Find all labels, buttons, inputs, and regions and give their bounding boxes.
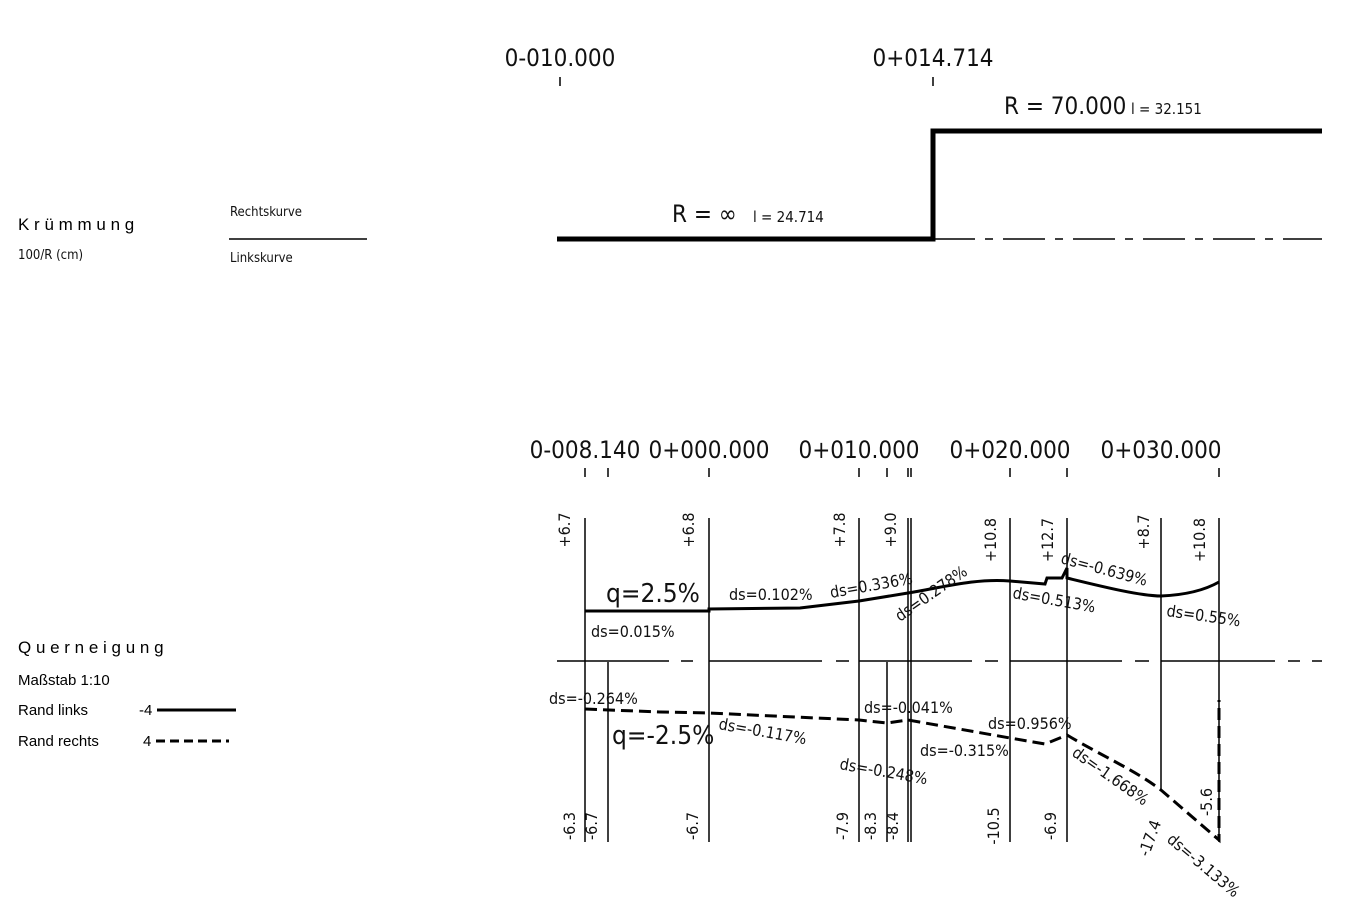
lower-ds-label-4: ds=-0.248% — [838, 754, 929, 788]
curvature-line — [557, 128, 1322, 242]
upper-crossfall-label: q=2.5% — [606, 579, 700, 609]
lower-ds-label-5: ds=-0.315% — [920, 741, 1009, 760]
lower-value-9: -17.4 — [1135, 817, 1166, 858]
upper-ds-label-3: ds=0.336% — [828, 569, 914, 602]
lower-value-8: -6.9 — [1041, 812, 1060, 840]
left-curve-label: Linkskurve — [230, 251, 293, 266]
lower-value-1: -6.3 — [560, 812, 579, 840]
superelevation-band: 0-008.140 0+000.000 0+010.000 0+020.000 … — [530, 436, 1322, 901]
right-curve-label: Rechtskurve — [230, 205, 302, 220]
curvature-station-1: 0-010.000 — [505, 44, 616, 72]
upper-ds-label-7: ds=0.55% — [1165, 601, 1241, 630]
station-label-4: 0+020.000 — [949, 436, 1070, 464]
lower-value-5: -8.3 — [861, 812, 880, 840]
superelevation-legend: Q u e r n e i g u n g Maßstab 1:10 Rand … — [18, 638, 236, 750]
segment2-radius: R = 70.000 — [1004, 92, 1126, 120]
upper-value-2: +6.8 — [679, 513, 698, 548]
lower-crossfall-label: q=-2.5% — [612, 721, 714, 751]
lower-ds-label-6: ds=0.956% — [988, 714, 1072, 733]
curvature-station-2: 0+014.714 — [872, 44, 993, 72]
station-label-3: 0+010.000 — [798, 436, 919, 464]
lower-value-10: -5.6 — [1197, 788, 1216, 816]
lower-ds-label-3: ds=-0.041% — [864, 698, 953, 717]
right-edge-line — [584, 700, 1221, 844]
lower-value-2: -6.7 — [582, 812, 601, 840]
lower-ds-label-1: ds=-0.264% — [549, 689, 638, 708]
legend-right-edge-value: 4 — [143, 733, 151, 750]
upper-ds-label-1: ds=0.015% — [591, 622, 675, 641]
lower-value-6: -8.4 — [883, 812, 902, 840]
superelevation-title: Q u e r n e i g u n g — [18, 638, 164, 657]
segment1-radius: R = ∞ — [672, 200, 737, 228]
lower-value-4: -7.9 — [833, 812, 852, 840]
upper-value-4: +9.0 — [881, 513, 900, 548]
segment2-length: l = 32.151 — [1131, 100, 1202, 118]
segment1-length: l = 24.714 — [753, 208, 824, 226]
upper-value-7: +8.7 — [1134, 515, 1153, 550]
left-edge-line — [585, 567, 1220, 613]
station-label-5: 0+030.000 — [1100, 436, 1221, 464]
upper-value-6: +12.7 — [1038, 518, 1057, 562]
upper-ds-label-6: ds=-0.639% — [1059, 549, 1150, 590]
legend-right-edge-label: Rand rechts — [18, 733, 99, 750]
upper-ds-label-5: ds=0.513% — [1011, 583, 1097, 616]
legend-left-edge-label: Rand links — [18, 702, 88, 719]
upper-value-3: +7.8 — [830, 513, 849, 548]
station-ticks — [584, 468, 1220, 477]
curvature-legend: K r ü m m u n g 100/R (cm) Rechtskurve L… — [18, 205, 367, 266]
upper-value-1: +6.7 — [555, 513, 574, 548]
upper-value-5: +10.8 — [981, 518, 1000, 562]
curvature-subtitle: 100/R (cm) — [18, 248, 83, 263]
lower-ds-label-8: ds=-3.133% — [1163, 830, 1243, 902]
station-label-1: 0-008.140 — [530, 436, 641, 464]
station-label-2: 0+000.000 — [648, 436, 769, 464]
superelevation-scale: Maßstab 1:10 — [18, 672, 110, 689]
curvature-title: K r ü m m u n g — [18, 215, 134, 234]
curvature-band: 0-010.000 0+014.714 R = ∞ l = 24.714 R =… — [505, 44, 1322, 242]
lower-value-7: -10.5 — [984, 807, 1003, 844]
station-lines — [584, 518, 1220, 842]
upper-value-8: +10.8 — [1190, 518, 1209, 562]
legend-left-edge-value: -4 — [139, 702, 152, 719]
lower-value-3: -6.7 — [683, 812, 702, 840]
lower-ds-label-2: ds=-0.117% — [717, 714, 808, 748]
upper-ds-label-2: ds=0.102% — [729, 585, 813, 604]
